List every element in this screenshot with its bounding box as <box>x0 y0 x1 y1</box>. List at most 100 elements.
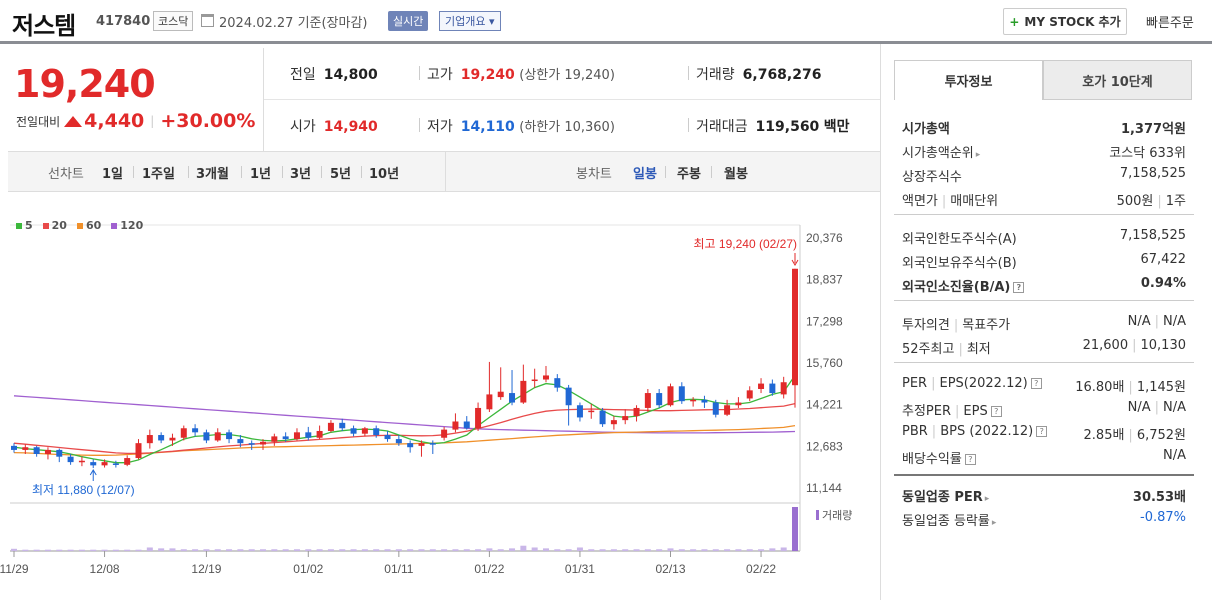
add-mystock-button[interactable]: + MY STOCK 추가 <box>1003 8 1127 35</box>
legend-ma20: 20 <box>42 219 67 232</box>
tab-monthly[interactable]: 월봉 <box>724 167 748 182</box>
chart-tabbar: 선차트 1일 1주일 3개월 1년 3년 5년 10년 봉차트 일봉 주봉 월봉 <box>8 152 880 192</box>
info-row: 액면가 | 매매단위 500원 | 1주 <box>902 186 1186 210</box>
candle <box>656 393 663 406</box>
legend-ma60: 60 <box>76 219 101 232</box>
info-label[interactable]: 시가총액순위 ▸ <box>902 146 981 161</box>
chart-legend: 5 20 60 120 <box>16 219 143 232</box>
volume-bar <box>237 549 244 551</box>
divider <box>665 166 666 178</box>
realtime-button[interactable]: 실시간 <box>388 11 429 31</box>
tab-3m[interactable]: 3개월 <box>196 167 229 182</box>
candle <box>769 383 776 394</box>
volume-bar <box>452 549 459 551</box>
help-icon[interactable]: ? <box>964 454 976 465</box>
y-tick-label: 17,298 <box>806 314 843 328</box>
plus-icon: + <box>1009 14 1020 29</box>
candle <box>429 443 436 445</box>
high-price: 고가 19,240 (상한가 19,240) <box>427 64 615 84</box>
section-divider <box>894 474 1194 476</box>
info-value: 1,377억원 <box>1120 122 1186 137</box>
info-label: 외국인한도주식수(A) <box>902 232 1017 247</box>
tab-investment-info[interactable]: 투자정보 <box>894 60 1043 100</box>
y-tick-label: 18,837 <box>806 273 843 287</box>
candle <box>576 405 583 418</box>
info-label[interactable]: 동일업종 등락률 ▸ <box>902 514 997 529</box>
y-tick-label: 20,376 <box>806 231 843 245</box>
candle <box>78 460 85 463</box>
candle <box>395 439 402 444</box>
candle <box>158 435 165 441</box>
y-tick-label: 15,760 <box>806 356 843 370</box>
candle-chart-label: 봉차트 <box>576 167 612 182</box>
candle <box>486 394 493 410</box>
price-chart[interactable]: 5 20 60 120 20,376 18,837 17,298 15,760 14,2… <box>0 205 880 600</box>
tab-1w[interactable]: 1주일 <box>142 167 175 182</box>
min-annotation: 최저 11,880 (12/07) <box>32 483 135 497</box>
high-label: 고가 <box>427 67 453 83</box>
stock-name: 저스템 <box>12 12 76 40</box>
divider <box>711 166 712 178</box>
candle <box>373 428 380 436</box>
volume-bar <box>373 549 380 551</box>
candle <box>169 437 176 441</box>
volume-bar <box>78 549 85 551</box>
prev-close-value: 14,800 <box>323 67 378 83</box>
open-value: 14,940 <box>323 119 378 135</box>
volume-bar <box>531 547 538 551</box>
volume-bar <box>169 548 176 551</box>
quick-order-link[interactable]: 빠른주문 <box>1146 16 1194 31</box>
info-label: PER | EPS(2022.12)? <box>902 376 1042 391</box>
divider <box>241 166 242 178</box>
chevron-right-icon: ▸ <box>991 518 997 528</box>
candle <box>192 428 199 433</box>
y-tick-label: 14,221 <box>806 398 843 412</box>
volume-bar <box>146 547 153 551</box>
candle <box>531 379 538 382</box>
info-label: 배당수익률? <box>902 448 976 467</box>
stock-header: 저스템 417840 코스닥 2024.02.27 기준(장마감) 실시간 기업… <box>0 0 1212 44</box>
info-label: 투자의견 | 목표주가 <box>902 318 1011 333</box>
volume-bar <box>327 549 334 551</box>
candle <box>339 422 346 429</box>
volume-bar <box>633 549 640 551</box>
info-label: 액면가 | 매매단위 <box>902 194 999 209</box>
volume-legend-mark <box>816 510 819 520</box>
candle <box>124 458 131 465</box>
legend-ma5: 5 <box>16 219 33 232</box>
prev-close-label: 전일 <box>290 67 316 83</box>
trade-amount: 거래대금 119,560 백만 <box>696 116 850 136</box>
volume-bar <box>350 549 357 551</box>
volume-bar <box>441 549 448 551</box>
calendar-icon <box>201 14 214 27</box>
divider <box>188 166 189 178</box>
price-grid-row: 전일 14,800 고가 19,240 (상한가 19,240) 거래량 6,768,… <box>264 48 881 100</box>
help-icon[interactable]: ? <box>1013 282 1025 293</box>
volume-bar <box>746 549 753 551</box>
tab-1y[interactable]: 1년 <box>250 167 272 182</box>
tab-1d[interactable]: 1일 <box>102 167 124 182</box>
tab-weekly[interactable]: 주봉 <box>677 167 701 182</box>
max-annotation: 최고 19,240 (02/27) <box>694 237 797 251</box>
price-summary: 19,240 전일대비 4,440 | +30.00% 전일 14,800 고가 1… <box>8 48 881 152</box>
volume-bar <box>124 549 131 551</box>
info-label[interactable]: 동일업종 PER ▸ <box>902 490 990 505</box>
tab-5y[interactable]: 5년 <box>330 167 352 182</box>
candle <box>599 410 606 425</box>
help-icon[interactable]: ? <box>1036 426 1048 437</box>
high-value: 19,240 <box>460 67 515 83</box>
help-icon[interactable]: ? <box>1030 378 1042 389</box>
volume-bar <box>158 548 165 551</box>
help-icon[interactable]: ? <box>990 406 1002 417</box>
tab-daily[interactable]: 일봉 <box>633 167 657 182</box>
info-value: N/A | N/A <box>1127 314 1186 329</box>
candle <box>327 422 334 431</box>
candle <box>135 443 142 459</box>
tab-3y[interactable]: 3년 <box>290 167 312 182</box>
tab-10y[interactable]: 10년 <box>369 167 400 182</box>
volume-bar <box>22 549 29 551</box>
volume-bar <box>293 549 300 551</box>
company-info-dropdown[interactable]: 기업개요 ▾ <box>439 11 501 31</box>
tab-orderbook[interactable]: 호가 10단계 <box>1043 60 1192 100</box>
info-row: 외국인한도주식수(A) 7,158,525 <box>902 224 1186 248</box>
